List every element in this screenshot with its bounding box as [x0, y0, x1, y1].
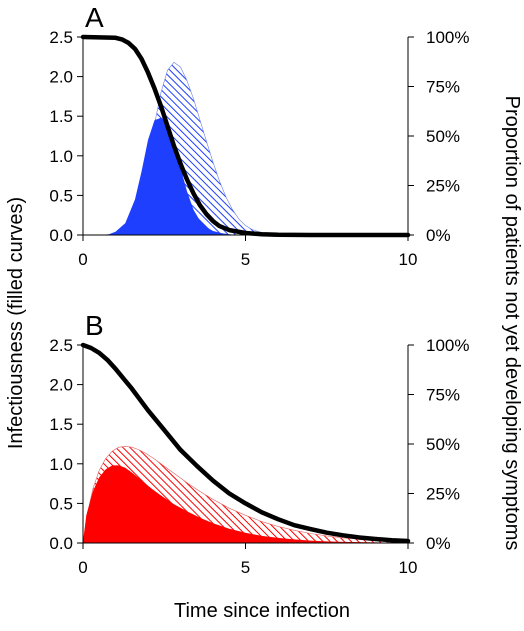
panel-b-x-tick-label: 5	[241, 558, 250, 577]
panel-a-left-tick-label: 0.5	[49, 186, 73, 205]
panel-a-x-tick-label: 0	[78, 250, 87, 269]
right-axis-title: Proportion of patients not yet developin…	[501, 96, 523, 551]
panel-a-left-tick-label: 2.5	[49, 28, 73, 47]
panel-b-left-tick-label: 1.0	[49, 455, 73, 474]
x-axis-title: Time since infection	[174, 600, 350, 622]
panel-b-right-tick-label: 25%	[426, 485, 460, 504]
panel-b-solid-area	[83, 465, 408, 543]
panel-b-left-tick-label: 0.0	[49, 534, 73, 553]
panel-a-right-tick-label: 0%	[426, 226, 451, 245]
panel-a-x-tick-label: 5	[241, 250, 250, 269]
panel-b-label: B	[85, 310, 104, 341]
panel-a-x-tick-label: 10	[399, 250, 418, 269]
panel-a-proportion-line	[80, 34, 411, 238]
panel-b-proportion-line	[80, 342, 411, 544]
panel-a-left-tick-label: 1.0	[49, 147, 73, 166]
panel-a-solid-area	[99, 117, 239, 235]
panel-a-label: A	[85, 2, 104, 33]
panel-b-left-tick-label: 2.5	[49, 336, 73, 355]
panel-a-left-tick-label: 0.0	[49, 226, 73, 245]
panel-b-x-tick-label: 0	[78, 558, 87, 577]
left-axis-title: Infectiousness (filled curves)	[5, 197, 27, 449]
panel-a-right-tick-label: 25%	[426, 177, 460, 196]
panel-a-right-tick-label: 50%	[426, 127, 460, 146]
panel-b: 0.0 0.5 1.0 1.5 2.0 2.5 0% 25% 50% 75% 100% 0 5 10 B	[49, 310, 469, 577]
panel-b-right-tick-label: 50%	[426, 435, 460, 454]
panel-a: 0.0 0.5 1.0 1.5 2.0 2.5 0% 25% 50% 75% 100% 0 5 10 A	[49, 2, 469, 269]
panel-b-left-tick-label: 0.5	[49, 494, 73, 513]
panel-b-right-tick-label: 0%	[426, 534, 451, 553]
panel-a-right-tick-label: 75%	[426, 78, 460, 97]
panel-b-right-tick-label: 100%	[426, 336, 469, 355]
panel-a-right-tick-label: 100%	[426, 28, 469, 47]
panel-a-left-tick-label: 1.5	[49, 107, 73, 126]
panel-a-left-tick-label: 2.0	[49, 68, 73, 87]
panel-b-left-tick-label: 2.0	[49, 376, 73, 395]
panel-b-right-tick-label: 75%	[426, 386, 460, 405]
panel-b-x-tick-label: 10	[399, 558, 418, 577]
panel-b-left-tick-label: 1.5	[49, 415, 73, 434]
